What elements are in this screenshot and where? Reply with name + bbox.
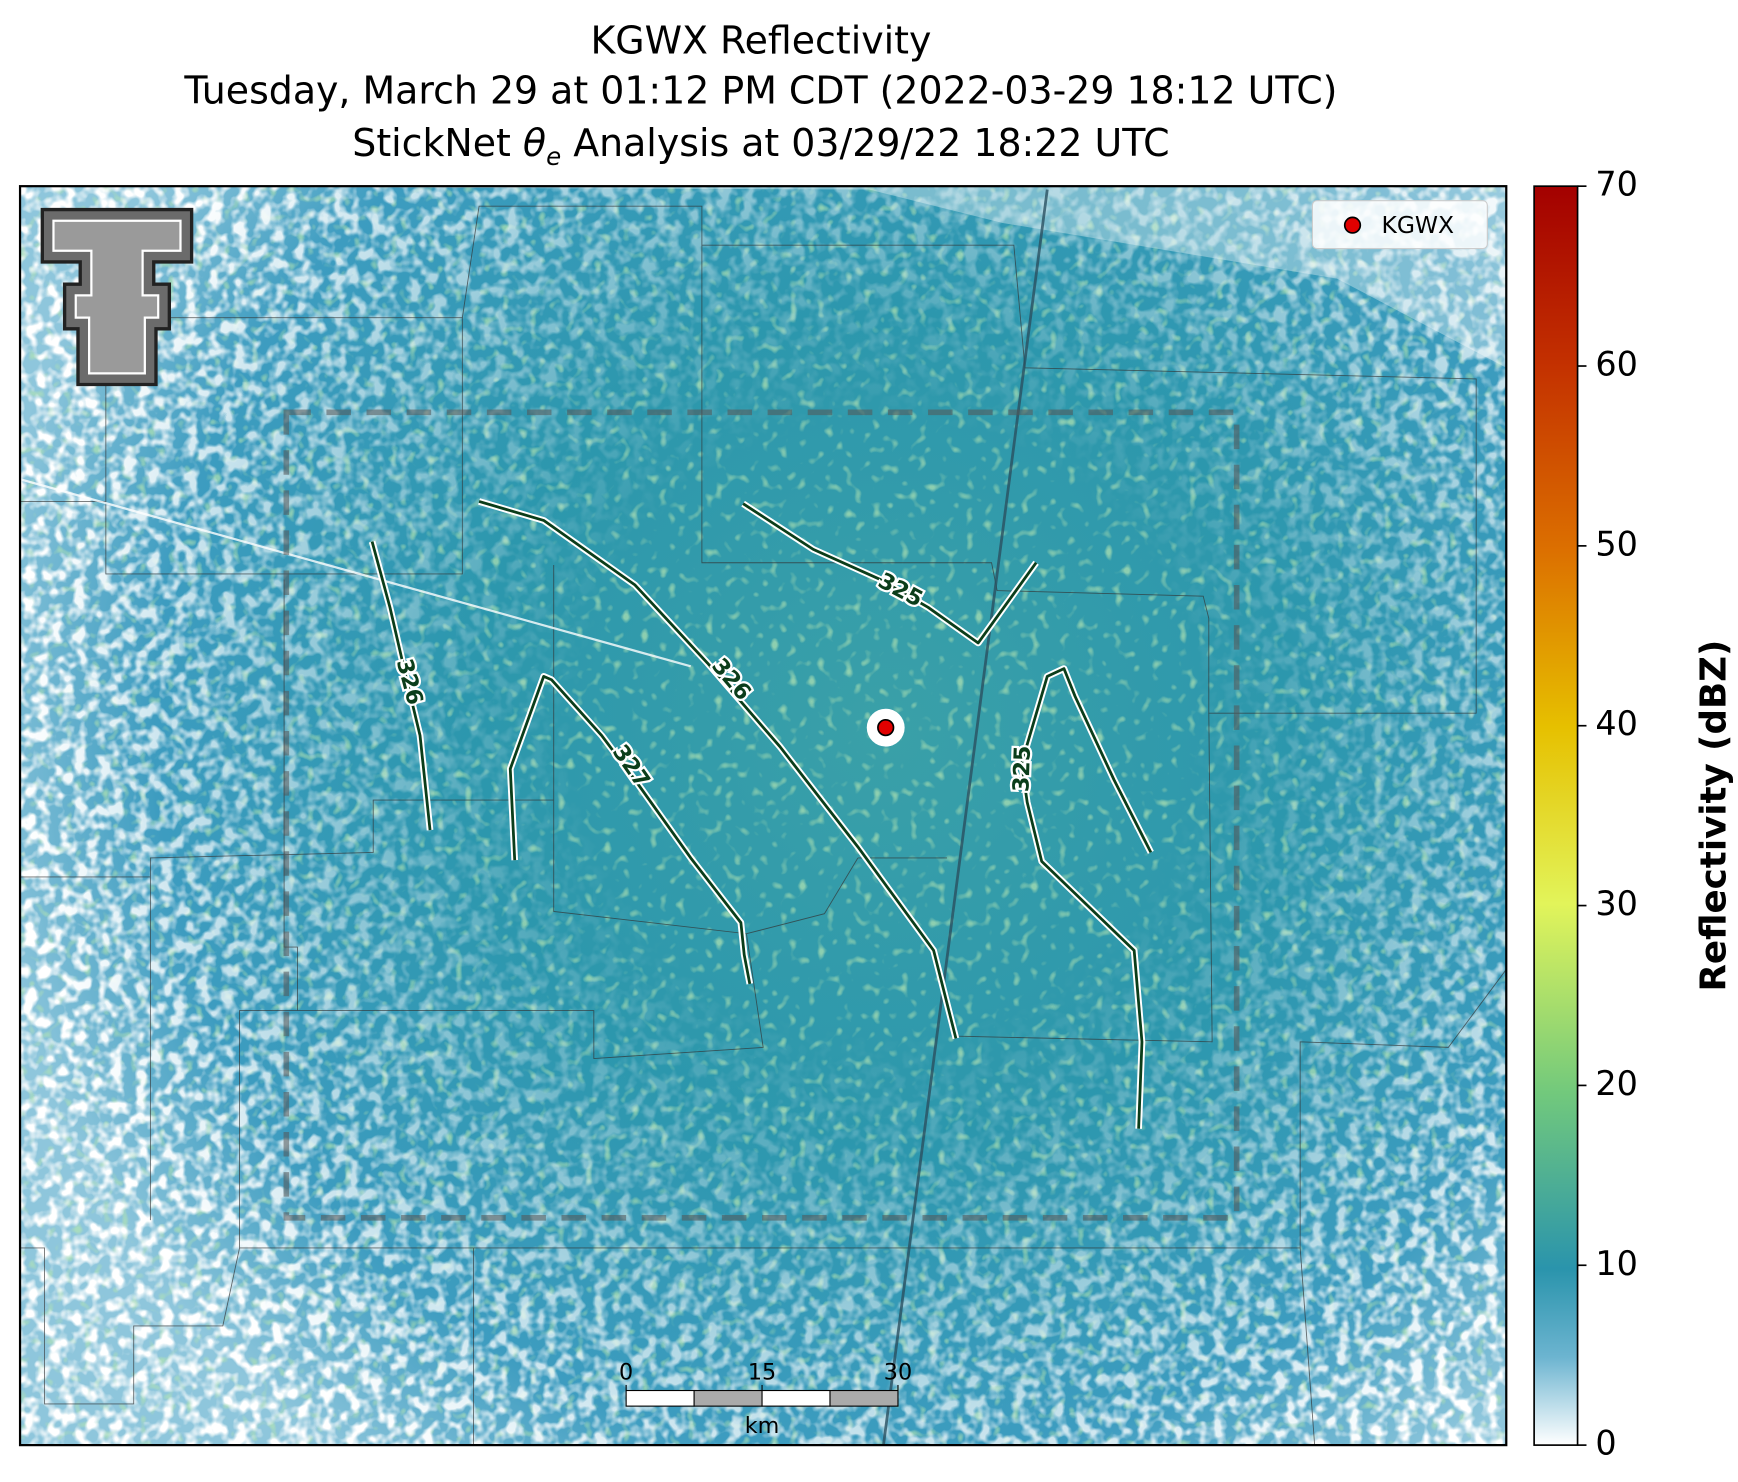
- legend-box: [1311, 200, 1488, 250]
- legend-label: KGWX: [1381, 211, 1454, 239]
- colorbar-tick-label: 40: [1595, 704, 1638, 743]
- scale-segment: [829, 1389, 899, 1407]
- analysis-prefix: StickNet: [352, 121, 523, 165]
- colorbar-tick-label: 70: [1595, 165, 1638, 204]
- contour: [368, 540, 434, 831]
- scale-bar: 0 15 30 km: [619, 1359, 912, 1438]
- contour-label: 325: [1008, 745, 1036, 792]
- contour: [506, 673, 754, 985]
- theta-symbol: θ: [523, 121, 546, 165]
- scale-tick-label: 0: [619, 1359, 633, 1385]
- scale-segment: [761, 1389, 831, 1407]
- colorbar: [1533, 185, 1579, 1446]
- scale-unit: km: [745, 1413, 780, 1439]
- subtitle: Tuesday, March 29 at 01:12 PM CDT (2022-…: [183, 69, 1337, 113]
- colorbar-tick-label: 20: [1595, 1064, 1638, 1103]
- contour: [1018, 665, 1154, 1129]
- scale-tick-label: 30: [884, 1359, 912, 1385]
- scale-segment: [693, 1389, 763, 1407]
- colorbar-ticks: 0 10 20 30 40 50 60 70: [1577, 165, 1638, 1463]
- ttu-logo: [40, 207, 194, 387]
- county-lines: [20, 205, 1507, 1446]
- legend-marker: [1343, 216, 1362, 234]
- reflectivity-clearing: [20, 186, 1507, 1446]
- contour: [478, 498, 960, 1040]
- clear-sector: [20, 186, 1507, 368]
- radar-site: [877, 718, 895, 737]
- analysis-domain: [283, 409, 1240, 1221]
- map-frame: [18, 185, 1508, 1447]
- analysis-suffix: Analysis at 03/29/22 18:22 UTC: [561, 121, 1169, 165]
- title: KGWX Reflectivity: [590, 19, 931, 63]
- colorbar-tick-label: 60: [1595, 345, 1638, 384]
- colorbar-tick-label: 10: [1595, 1244, 1638, 1283]
- theta-subscript: e: [546, 142, 561, 171]
- analysis-title: StickNet θe Analysis at 03/29/22 18:22 U…: [352, 121, 1169, 171]
- colorbar-tick-label: 0: [1595, 1424, 1616, 1463]
- contour: [741, 500, 1039, 647]
- beam-blockage: [20, 478, 692, 668]
- highway: [882, 189, 1049, 1446]
- scale-tick-label: 15: [748, 1359, 776, 1385]
- legend: KGWX: [1311, 200, 1488, 250]
- scale-segment: [625, 1389, 695, 1407]
- colorbar-tick-label: 30: [1595, 884, 1638, 923]
- theta-e-contours: [368, 498, 1154, 1129]
- colorbar-label: Reflectivity (dBZ): [1694, 640, 1735, 992]
- colorbar-tick-label: 50: [1595, 524, 1638, 563]
